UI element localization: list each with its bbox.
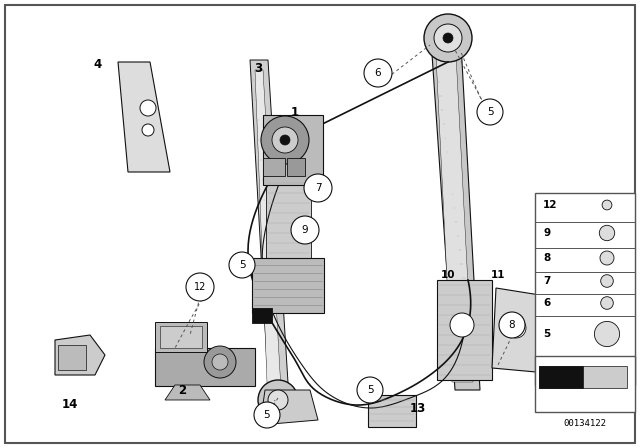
Polygon shape xyxy=(260,390,318,425)
Circle shape xyxy=(499,312,525,338)
Polygon shape xyxy=(118,62,170,172)
Circle shape xyxy=(601,297,613,309)
Circle shape xyxy=(600,251,614,265)
Text: 12: 12 xyxy=(543,200,557,210)
Circle shape xyxy=(477,99,503,125)
Polygon shape xyxy=(435,35,473,382)
Text: 8: 8 xyxy=(543,253,550,263)
Circle shape xyxy=(434,24,462,52)
Circle shape xyxy=(280,135,290,145)
Text: 7: 7 xyxy=(543,276,550,286)
Circle shape xyxy=(268,390,288,410)
Circle shape xyxy=(450,313,474,337)
Bar xyxy=(252,308,272,323)
Polygon shape xyxy=(255,70,282,408)
Circle shape xyxy=(506,318,526,338)
Circle shape xyxy=(602,200,612,210)
Text: 11: 11 xyxy=(491,270,505,280)
Circle shape xyxy=(601,275,613,287)
Circle shape xyxy=(204,346,236,378)
Circle shape xyxy=(291,216,319,244)
Text: 13: 13 xyxy=(410,401,426,414)
Circle shape xyxy=(599,225,614,241)
Text: 1: 1 xyxy=(291,105,299,119)
Circle shape xyxy=(258,380,298,420)
Circle shape xyxy=(212,354,228,370)
Text: 6: 6 xyxy=(374,68,381,78)
Text: 5: 5 xyxy=(367,385,373,395)
Circle shape xyxy=(140,100,156,116)
Bar xyxy=(155,348,255,386)
Text: 2: 2 xyxy=(178,383,186,396)
Circle shape xyxy=(443,33,453,43)
Text: 12: 12 xyxy=(194,282,206,292)
Bar xyxy=(263,158,285,176)
Circle shape xyxy=(364,59,392,87)
Text: 3: 3 xyxy=(254,61,262,74)
Circle shape xyxy=(424,14,472,62)
Bar xyxy=(263,115,323,185)
Circle shape xyxy=(186,273,214,301)
Text: 7: 7 xyxy=(315,183,321,193)
Text: 5: 5 xyxy=(264,410,270,420)
Circle shape xyxy=(229,252,255,278)
Polygon shape xyxy=(165,385,210,400)
Text: 00134122: 00134122 xyxy=(563,419,607,428)
Text: 5: 5 xyxy=(239,260,245,270)
Text: 5: 5 xyxy=(486,107,493,117)
Bar xyxy=(58,345,86,370)
Circle shape xyxy=(595,321,620,347)
Polygon shape xyxy=(250,60,290,415)
Text: 6: 6 xyxy=(543,298,550,308)
Bar xyxy=(368,395,416,427)
Text: 10: 10 xyxy=(441,270,455,280)
Circle shape xyxy=(254,402,280,428)
Bar xyxy=(160,326,202,348)
Text: 14: 14 xyxy=(62,399,78,412)
Text: 8: 8 xyxy=(509,320,515,330)
Bar xyxy=(539,366,583,388)
Bar xyxy=(437,280,492,380)
Circle shape xyxy=(142,124,154,136)
Polygon shape xyxy=(492,288,540,372)
Text: 9: 9 xyxy=(543,228,550,238)
Bar xyxy=(535,193,635,385)
Bar xyxy=(539,366,627,388)
Polygon shape xyxy=(430,25,480,390)
Bar xyxy=(535,356,635,412)
Bar xyxy=(252,258,324,313)
Polygon shape xyxy=(55,335,105,375)
Text: 9: 9 xyxy=(301,225,308,235)
Bar xyxy=(287,158,305,176)
Circle shape xyxy=(304,174,332,202)
Bar xyxy=(266,178,311,258)
Circle shape xyxy=(272,127,298,153)
Text: 4: 4 xyxy=(94,59,102,72)
Circle shape xyxy=(357,377,383,403)
Text: 5: 5 xyxy=(543,329,550,339)
Circle shape xyxy=(261,116,309,164)
Bar xyxy=(155,322,207,352)
